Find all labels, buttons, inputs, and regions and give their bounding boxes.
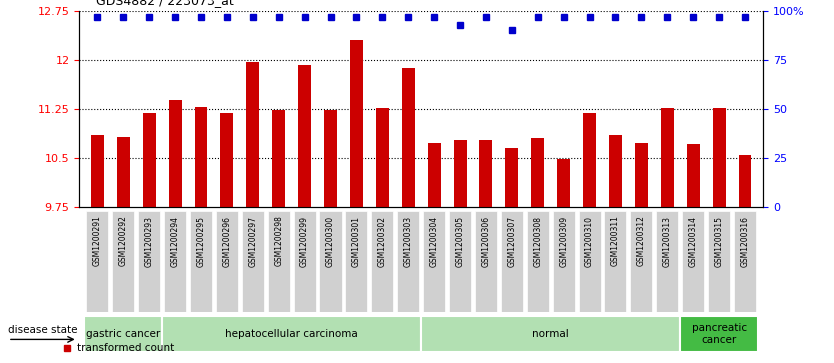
- Text: GSM1200295: GSM1200295: [197, 216, 205, 266]
- Bar: [324, 110, 337, 207]
- Bar: [298, 65, 311, 207]
- Text: GSM1200306: GSM1200306: [481, 216, 490, 267]
- Text: pancreatic
cancer: pancreatic cancer: [691, 323, 746, 345]
- Bar: [376, 107, 389, 207]
- Text: GSM1200296: GSM1200296: [223, 216, 231, 266]
- Bar: [553, 211, 575, 312]
- Text: disease state: disease state: [8, 325, 78, 335]
- Bar: [190, 211, 212, 312]
- Bar: [294, 211, 315, 312]
- Bar: [84, 316, 162, 352]
- Bar: [712, 107, 726, 207]
- Text: GSM1200292: GSM1200292: [118, 216, 128, 266]
- Text: GSM1200299: GSM1200299: [300, 216, 309, 266]
- Bar: [583, 114, 596, 207]
- Bar: [505, 148, 518, 207]
- Bar: [682, 211, 704, 312]
- Text: GSM1200308: GSM1200308: [533, 216, 542, 266]
- Bar: [350, 40, 363, 207]
- Text: GSM1200302: GSM1200302: [378, 216, 387, 266]
- Bar: [194, 107, 208, 207]
- Bar: [423, 211, 445, 312]
- Bar: [345, 211, 368, 312]
- Text: GSM1200316: GSM1200316: [741, 216, 750, 266]
- Bar: [216, 211, 238, 312]
- Bar: [557, 159, 570, 207]
- Bar: [402, 68, 414, 207]
- Bar: [242, 211, 264, 312]
- Bar: [421, 316, 681, 352]
- Text: GSM1200311: GSM1200311: [611, 216, 620, 266]
- Bar: [143, 114, 156, 207]
- Bar: [686, 143, 700, 207]
- Bar: [480, 140, 492, 207]
- Bar: [734, 211, 756, 312]
- Text: GSM1200298: GSM1200298: [274, 216, 284, 266]
- Text: GSM1200315: GSM1200315: [715, 216, 724, 266]
- Text: GSM1200294: GSM1200294: [171, 216, 179, 266]
- Bar: [631, 211, 652, 312]
- Text: hepatocellular carcinoma: hepatocellular carcinoma: [225, 329, 358, 339]
- Text: GSM1200291: GSM1200291: [93, 216, 102, 266]
- Bar: [164, 211, 186, 312]
- Bar: [272, 110, 285, 207]
- Bar: [454, 140, 466, 207]
- Bar: [428, 143, 440, 207]
- Bar: [527, 211, 549, 312]
- Text: GDS4882 / 223073_at: GDS4882 / 223073_at: [96, 0, 234, 7]
- Bar: [681, 316, 758, 352]
- Text: GSM1200309: GSM1200309: [559, 216, 568, 267]
- Bar: [371, 211, 394, 312]
- Bar: [579, 211, 600, 312]
- Text: GSM1200303: GSM1200303: [404, 216, 413, 267]
- Text: gastric cancer: gastric cancer: [86, 329, 160, 339]
- Bar: [609, 135, 622, 207]
- Bar: [656, 211, 678, 312]
- Bar: [635, 143, 648, 207]
- Bar: [397, 211, 420, 312]
- Bar: [117, 137, 130, 207]
- Bar: [605, 211, 626, 312]
- Bar: [220, 114, 234, 207]
- Bar: [708, 211, 730, 312]
- Text: GSM1200314: GSM1200314: [689, 216, 698, 266]
- Text: GSM1200313: GSM1200313: [663, 216, 671, 266]
- Bar: [449, 211, 471, 312]
- Bar: [113, 211, 134, 312]
- Text: GSM1200310: GSM1200310: [585, 216, 594, 266]
- Bar: [501, 211, 523, 312]
- Bar: [87, 211, 108, 312]
- Text: GSM1200301: GSM1200301: [352, 216, 361, 266]
- Bar: [661, 107, 674, 207]
- Bar: [268, 211, 289, 312]
- Bar: [531, 138, 545, 207]
- Bar: [475, 211, 497, 312]
- Text: GSM1200293: GSM1200293: [144, 216, 153, 266]
- Bar: [162, 316, 421, 352]
- Text: transformed count: transformed count: [77, 343, 174, 354]
- Bar: [91, 135, 104, 207]
- Text: GSM1200300: GSM1200300: [326, 216, 335, 267]
- Text: GSM1200305: GSM1200305: [455, 216, 465, 267]
- Text: GSM1200297: GSM1200297: [249, 216, 258, 266]
- Bar: [138, 211, 160, 312]
- Bar: [319, 211, 341, 312]
- Text: GSM1200312: GSM1200312: [637, 216, 646, 266]
- Bar: [738, 155, 751, 207]
- Text: normal: normal: [532, 329, 569, 339]
- Bar: [168, 101, 182, 207]
- Text: GSM1200304: GSM1200304: [430, 216, 439, 267]
- Bar: [246, 62, 259, 207]
- Text: GSM1200307: GSM1200307: [507, 216, 516, 267]
